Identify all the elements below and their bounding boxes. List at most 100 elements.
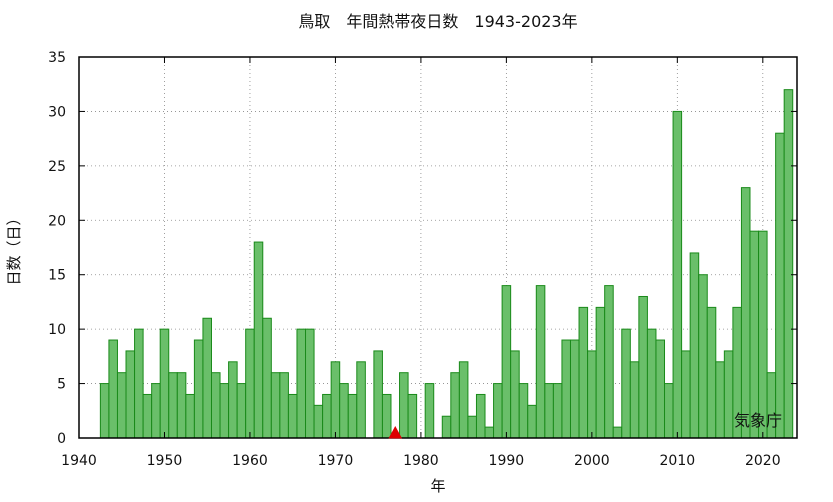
bar — [715, 361, 725, 439]
bar — [99, 383, 110, 439]
bar — [518, 383, 529, 439]
bar — [313, 404, 324, 439]
bar — [339, 383, 349, 439]
bar — [441, 415, 452, 439]
bar — [595, 306, 606, 439]
bar — [612, 426, 623, 439]
bar — [587, 350, 597, 439]
bar — [450, 372, 460, 439]
chart-title: 鳥取 年間熱帯夜日数 1943-2023年 — [298, 12, 577, 31]
bar — [279, 372, 289, 439]
x-tick-label: 2020 — [745, 453, 781, 469]
bar — [467, 415, 477, 439]
bar — [134, 328, 144, 439]
y-tick-label: 20 — [48, 213, 66, 229]
bar — [535, 285, 546, 439]
bar — [219, 383, 230, 439]
bar — [373, 350, 383, 439]
bar — [202, 317, 212, 439]
bar — [655, 339, 666, 439]
x-tick-label: 1990 — [489, 453, 525, 469]
bar — [604, 285, 614, 439]
bar — [151, 383, 161, 439]
x-tick-label: 1980 — [403, 453, 439, 469]
y-tick-label: 25 — [48, 159, 66, 175]
x-tick-label: 2010 — [660, 453, 696, 469]
bar — [569, 339, 580, 439]
bar — [501, 285, 512, 439]
y-tick-label: 15 — [48, 268, 66, 284]
ticks: 1940 1950 1960 1970 1980 1990 2000 2010 2020 0 5 10… — [48, 50, 797, 469]
y-tick-label: 35 — [48, 50, 66, 66]
credit-label: 気象庁 — [734, 411, 782, 430]
bar — [253, 241, 264, 439]
bar — [424, 383, 435, 439]
bar — [168, 372, 178, 439]
bar — [621, 328, 631, 439]
bar — [125, 350, 136, 439]
bar — [210, 372, 221, 439]
bar — [116, 372, 127, 439]
bar — [527, 404, 537, 439]
bar — [262, 317, 272, 439]
bar — [407, 393, 418, 439]
bar — [552, 383, 563, 439]
x-axis-label: 年 — [430, 477, 445, 495]
bar — [740, 187, 751, 439]
x-tick-label: 2000 — [574, 453, 610, 469]
bar — [775, 132, 785, 439]
bar — [706, 306, 717, 439]
x-tick-label: 1950 — [147, 453, 183, 469]
bar — [356, 361, 366, 439]
y-tick-label: 5 — [57, 377, 66, 393]
y-axis-label: 日数（日） — [5, 210, 23, 285]
bar — [672, 110, 683, 439]
bar — [305, 328, 315, 439]
bar — [330, 361, 341, 439]
x-tick-label: 1960 — [232, 453, 268, 469]
bar — [270, 372, 281, 439]
y-tick-label: 30 — [48, 104, 66, 120]
bars — [99, 89, 794, 439]
bar — [578, 306, 589, 439]
x-tick-label: 1940 — [61, 453, 97, 469]
bar — [638, 295, 648, 439]
marker-layer — [388, 425, 403, 439]
plot-frame — [78, 56, 798, 439]
bar — [142, 393, 153, 439]
bar — [783, 89, 794, 439]
y-tick-label: 0 — [57, 431, 66, 447]
bar — [228, 361, 238, 439]
bar — [185, 393, 195, 439]
bar — [698, 274, 708, 439]
bar — [723, 350, 734, 439]
bar — [629, 361, 640, 439]
bar — [108, 339, 118, 439]
bar — [287, 393, 298, 439]
bar — [236, 383, 247, 439]
bar — [296, 328, 307, 439]
bar — [322, 393, 332, 439]
bar — [646, 328, 657, 439]
bar — [749, 230, 760, 439]
bar — [399, 372, 409, 439]
bar — [493, 383, 503, 439]
bar — [544, 383, 554, 439]
y-tick-label: 10 — [48, 322, 66, 338]
bar — [484, 426, 495, 439]
bar — [159, 328, 170, 439]
bar — [510, 350, 520, 439]
bar — [475, 393, 486, 439]
bar — [347, 393, 358, 439]
missing-data-marker — [388, 425, 403, 439]
bar — [193, 339, 204, 439]
bar — [458, 361, 469, 439]
bar — [681, 350, 691, 439]
bar — [176, 372, 187, 439]
bar — [381, 393, 392, 439]
bar — [245, 328, 255, 439]
bar — [689, 252, 700, 439]
bar — [561, 339, 571, 439]
